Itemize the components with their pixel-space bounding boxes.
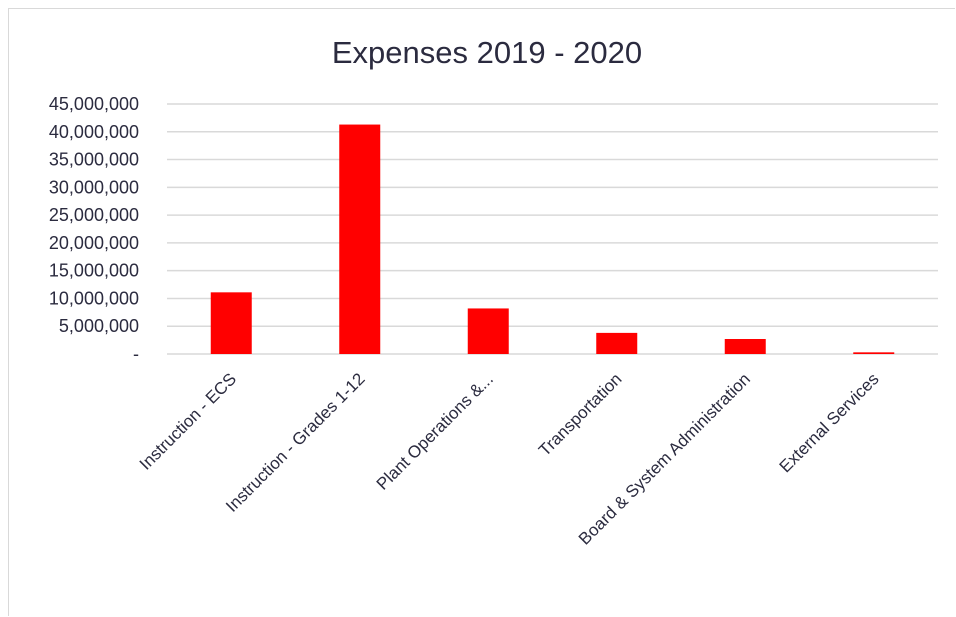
- chart-frame: [8, 8, 955, 616]
- y-axis-ticks: - 5,000,000 10,000,000 15,000,000 20,000,000…: [49, 94, 139, 364]
- y-tick-label: 45,000,000: [49, 94, 139, 114]
- bar: [339, 124, 381, 354]
- bar: [724, 339, 766, 354]
- bar: [853, 352, 895, 354]
- bars: [210, 124, 895, 354]
- x-category-label: External Services: [776, 369, 883, 476]
- y-tick-label: 35,000,000: [49, 150, 139, 170]
- x-category-label: Transportation: [535, 369, 625, 459]
- y-tick-label: 25,000,000: [49, 205, 139, 225]
- y-tick-label: 20,000,000: [49, 233, 139, 253]
- y-tick-label: 30,000,000: [49, 177, 139, 197]
- x-category-label: Instruction - Grades 1-12: [222, 369, 368, 515]
- y-tick-label: 40,000,000: [49, 122, 139, 142]
- y-tick-label: 10,000,000: [49, 288, 139, 308]
- chart-title: Expenses 2019 - 2020: [332, 35, 642, 70]
- y-tick-label: 5,000,000: [59, 316, 139, 336]
- bar: [210, 292, 252, 354]
- gridlines: [167, 103, 938, 355]
- y-tick-label: -: [133, 344, 139, 364]
- bar: [467, 308, 509, 354]
- x-category-label: Plant Operations &...: [373, 369, 497, 493]
- x-category-label: Instruction - ECS: [136, 369, 240, 473]
- y-tick-label: 15,000,000: [49, 261, 139, 281]
- bar: [596, 332, 638, 354]
